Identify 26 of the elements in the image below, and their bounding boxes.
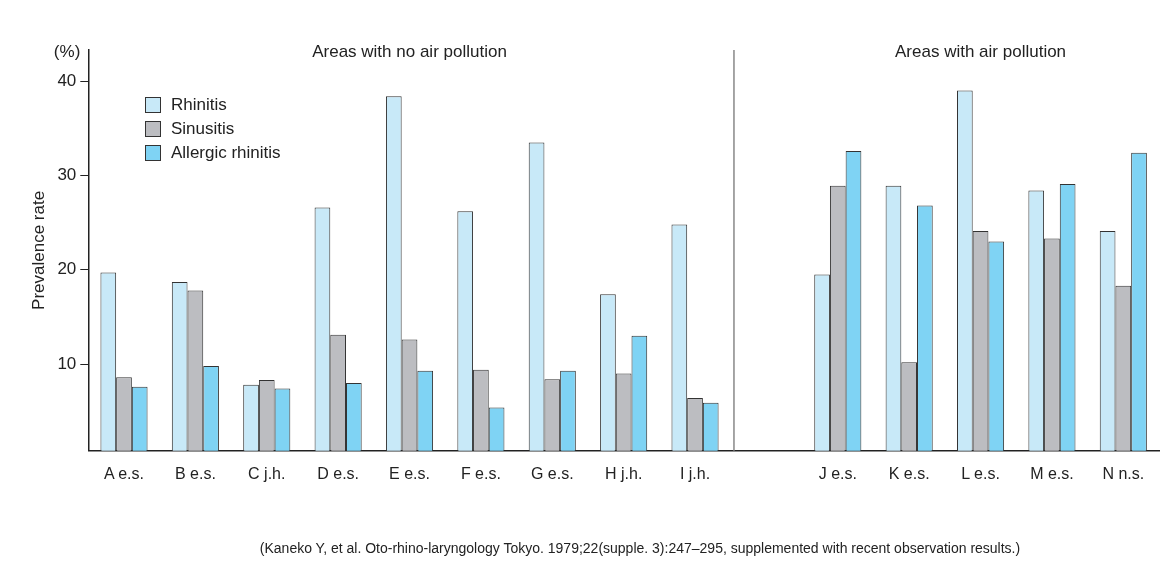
annotation: Areas with no air pollution xyxy=(312,41,507,61)
y-tick-label: 40 xyxy=(57,70,77,90)
y-tick-label: 30 xyxy=(57,165,77,185)
x-tick-label: A e.s. xyxy=(103,464,145,482)
x-tick-label: M e.s. xyxy=(1030,464,1074,482)
y-tick-label: 20 xyxy=(57,259,77,279)
text: (%) xyxy=(53,41,81,61)
x-tick-label: H j.h. xyxy=(604,464,643,482)
legend-label: Allergic rhinitis xyxy=(171,143,281,163)
x-tick-label: N n.s. xyxy=(1102,464,1145,482)
y-tick-label: 10 xyxy=(57,353,77,373)
x-tick-label: L e.s. xyxy=(961,464,1000,482)
x-tick-label: E e.s. xyxy=(389,464,430,482)
annotation: Areas with air pollution xyxy=(895,41,1067,61)
x-tick-label: B e.s. xyxy=(174,464,216,482)
x-tick-label: C j.h. xyxy=(248,464,286,482)
x-tick-label: F e.s. xyxy=(460,464,501,482)
y-axis-title: Prevalence rate xyxy=(28,190,48,310)
x-tick-label: D e.s. xyxy=(317,464,360,482)
x-tick-label: J e.s. xyxy=(818,464,857,482)
x-tick-label: K e.s. xyxy=(888,464,930,482)
text: (Kaneko Y, et al. Oto-rhino-laryngology Tokyo. 1979;22(supple. 3):247–295, supplemented with recent observation results.) xyxy=(259,539,1021,556)
legend-label: Sinusitis xyxy=(171,119,235,139)
x-tick-label: I j.h. xyxy=(679,464,711,482)
legend-label: Rhinitis xyxy=(171,95,227,115)
x-tick-label: G e.s. xyxy=(530,464,574,482)
